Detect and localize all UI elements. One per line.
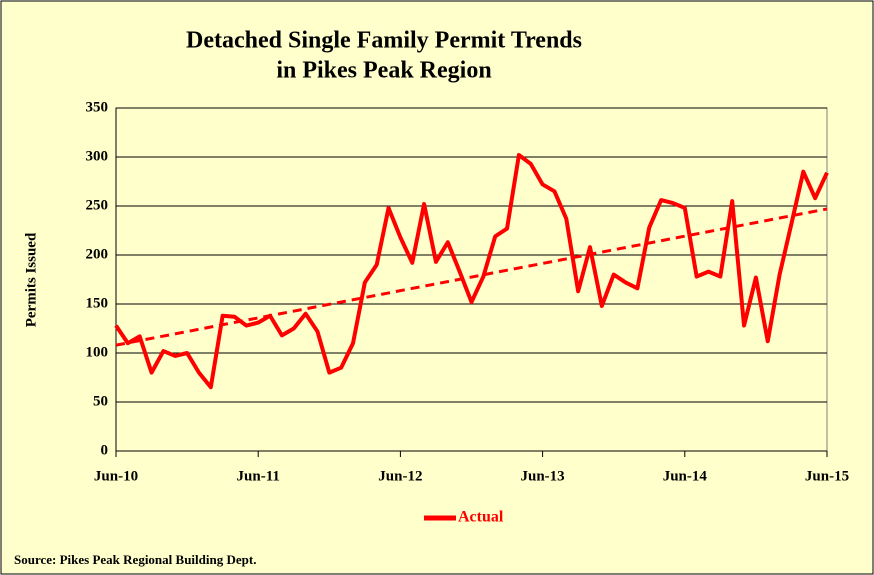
y-tick-label: 350 bbox=[86, 99, 109, 115]
x-tick-label: Jun-15 bbox=[805, 468, 849, 484]
x-tick-label: Jun-13 bbox=[521, 468, 565, 484]
y-tick-label: 200 bbox=[86, 246, 109, 262]
x-tick-label: Jun-14 bbox=[663, 468, 708, 484]
y-tick-label: 0 bbox=[101, 442, 109, 458]
y-tick-label: 300 bbox=[86, 148, 109, 164]
x-tick-label: Jun-11 bbox=[237, 468, 280, 484]
legend-label: Actual bbox=[458, 509, 504, 526]
y-axis-label: Permits Issued bbox=[23, 232, 39, 327]
y-tick-label: 100 bbox=[86, 344, 109, 360]
y-tick-label: 250 bbox=[86, 197, 109, 213]
trendline bbox=[115, 207, 828, 347]
y-tick-label: 150 bbox=[86, 295, 109, 311]
plot-area bbox=[115, 107, 828, 452]
data-line bbox=[114, 153, 829, 390]
x-tick-label: Jun-12 bbox=[378, 468, 422, 484]
y-tick-label: 50 bbox=[93, 393, 108, 409]
chart-title: Detached Single Family Permit Trends bbox=[186, 28, 582, 54]
x-tick-label: Jun-10 bbox=[94, 468, 138, 484]
chart-title: in Pikes Peak Region bbox=[276, 58, 491, 84]
source-note: Source: Pikes Peak Regional Building Dep… bbox=[14, 552, 256, 567]
